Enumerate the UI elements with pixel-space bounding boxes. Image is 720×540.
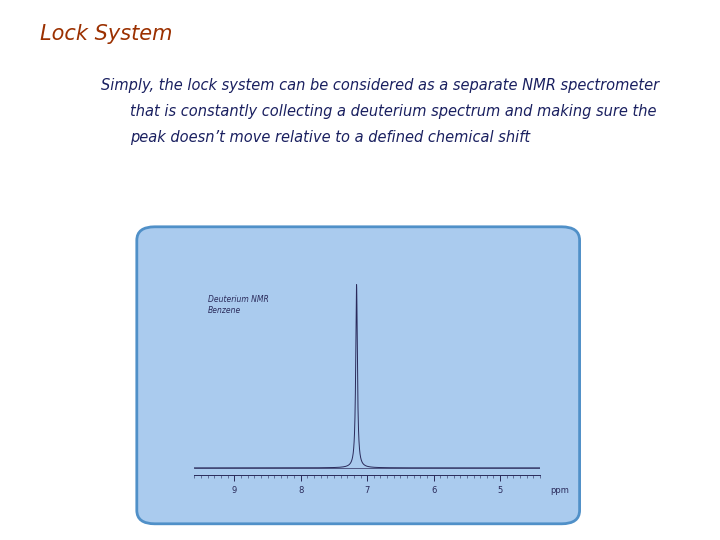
Text: ppm: ppm: [550, 487, 570, 496]
Text: peak doesn’t move relative to a defined chemical shift: peak doesn’t move relative to a defined …: [130, 130, 530, 145]
Text: Simply, the lock system can be considered as a separate NMR spectrometer: Simply, the lock system can be considere…: [101, 78, 659, 93]
FancyBboxPatch shape: [137, 227, 580, 524]
Text: Deuterium NMR
Benzene: Deuterium NMR Benzene: [208, 295, 269, 315]
Text: that is constantly collecting a deuterium spectrum and making sure the: that is constantly collecting a deuteriu…: [130, 104, 656, 119]
Text: Lock System: Lock System: [40, 24, 172, 44]
